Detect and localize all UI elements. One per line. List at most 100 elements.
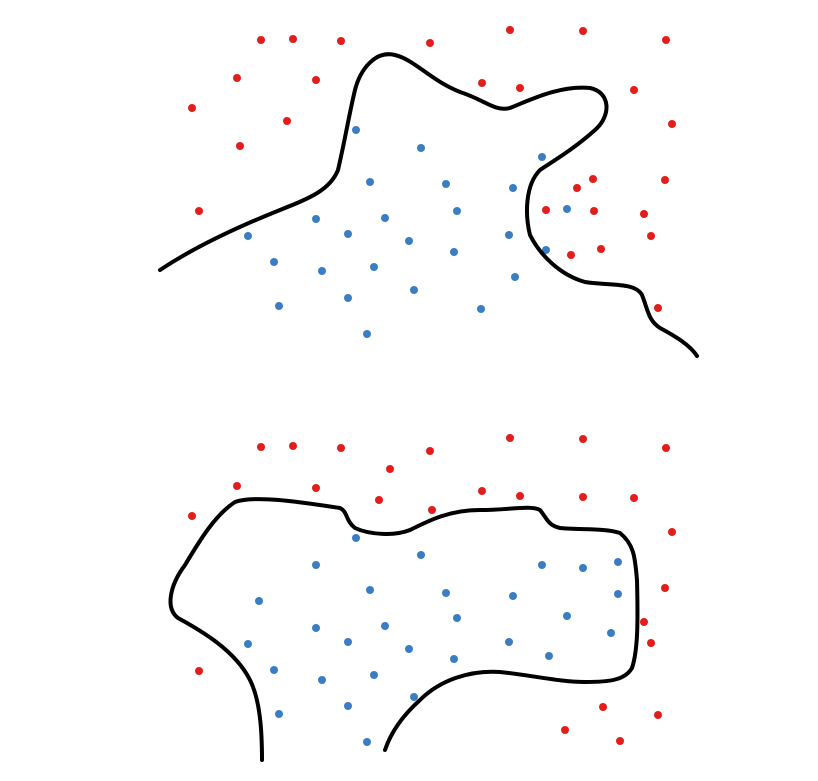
bottom-red-point bbox=[640, 618, 648, 626]
bottom-red-point bbox=[337, 444, 345, 452]
bottom-blue-point bbox=[344, 638, 352, 646]
bottom-blue-points bbox=[244, 534, 622, 746]
top-red-point bbox=[257, 36, 265, 44]
top-blue-point bbox=[405, 237, 413, 245]
bottom-red-point bbox=[579, 435, 587, 443]
top-blue-point bbox=[417, 144, 425, 152]
top-blue-point bbox=[453, 207, 461, 215]
bottom-blue-point bbox=[579, 564, 587, 572]
bottom-blue-point bbox=[352, 534, 360, 542]
top-blue-point bbox=[477, 305, 485, 313]
bottom-red-point bbox=[668, 528, 676, 536]
top-red-point bbox=[289, 35, 297, 43]
bottom-blue-point bbox=[614, 590, 622, 598]
bottom-red-point bbox=[506, 434, 514, 442]
bottom-blue-point bbox=[607, 629, 615, 637]
top-red-point bbox=[195, 207, 203, 215]
bottom-red-point bbox=[426, 447, 434, 455]
top-blue-point bbox=[344, 294, 352, 302]
bottom-red-point bbox=[647, 639, 655, 647]
bottom-red-point bbox=[630, 494, 638, 502]
bottom-blue-point bbox=[318, 676, 326, 684]
bottom-blue-point bbox=[453, 614, 461, 622]
bottom-blue-point bbox=[505, 638, 513, 646]
top-blue-point bbox=[318, 267, 326, 275]
top-blue-point bbox=[542, 246, 550, 254]
top-red-point bbox=[590, 207, 598, 215]
bottom-red-point bbox=[561, 726, 569, 734]
top-blue-point bbox=[505, 231, 513, 239]
bottom-red-point bbox=[654, 711, 662, 719]
bottom-blue-point bbox=[538, 561, 546, 569]
bottom-red-point bbox=[257, 443, 265, 451]
top-blue-point bbox=[275, 302, 283, 310]
top-blue-point bbox=[511, 273, 519, 281]
bottom-blue-point bbox=[417, 551, 425, 559]
bottom-blue-point bbox=[312, 561, 320, 569]
bottom-blue-point bbox=[442, 589, 450, 597]
bottom-blue-point bbox=[344, 702, 352, 710]
top-blue-point bbox=[352, 126, 360, 134]
top-red-point bbox=[337, 37, 345, 45]
bottom-blue-point bbox=[366, 586, 374, 594]
bottom-blue-point bbox=[450, 655, 458, 663]
bottom-blue-point bbox=[275, 710, 283, 718]
bottom-blue-point bbox=[563, 612, 571, 620]
bottom-blue-point bbox=[405, 645, 413, 653]
top-blue-point bbox=[363, 330, 371, 338]
top-red-point bbox=[668, 120, 676, 128]
bottom-red-point bbox=[195, 667, 203, 675]
top-blue-point bbox=[509, 184, 517, 192]
top-red-points bbox=[188, 26, 676, 312]
top-red-point bbox=[579, 27, 587, 35]
bottom-red-point bbox=[312, 484, 320, 492]
bottom-red-points bbox=[188, 434, 676, 745]
bottom-blue-point bbox=[410, 693, 418, 701]
top-decision-boundary bbox=[158, 52, 699, 358]
bottom-blue-point bbox=[312, 624, 320, 632]
top-red-point bbox=[654, 304, 662, 312]
bottom-red-point bbox=[478, 487, 486, 495]
top-red-point bbox=[236, 142, 244, 150]
bottom-red-point bbox=[599, 703, 607, 711]
top-red-point bbox=[283, 117, 291, 125]
top-blue-point bbox=[344, 230, 352, 238]
top-blue-point bbox=[442, 180, 450, 188]
bottom-blue-point bbox=[614, 558, 622, 566]
bottom-red-point bbox=[233, 482, 241, 490]
top-red-point bbox=[662, 36, 670, 44]
top-red-point bbox=[233, 74, 241, 82]
top-blue-point bbox=[370, 263, 378, 271]
top-red-point bbox=[516, 84, 524, 92]
top-red-point bbox=[478, 79, 486, 87]
bottom-red-point bbox=[579, 493, 587, 501]
top-blue-point bbox=[450, 248, 458, 256]
top-blue-point bbox=[312, 215, 320, 223]
bottom-blue-point bbox=[509, 592, 517, 600]
top-red-point bbox=[312, 76, 320, 84]
top-blue-point bbox=[381, 214, 389, 222]
bottom-blue-point bbox=[370, 671, 378, 679]
bottom-blue-point bbox=[255, 597, 263, 605]
bottom-red-point bbox=[428, 506, 436, 514]
bottom-panel bbox=[168, 434, 676, 762]
top-red-point bbox=[661, 176, 669, 184]
top-blue-point bbox=[270, 258, 278, 266]
bottom-decision-boundary bbox=[168, 497, 640, 762]
top-red-point bbox=[640, 210, 648, 218]
bottom-red-point bbox=[516, 492, 524, 500]
bottom-red-point bbox=[289, 442, 297, 450]
top-blue-point bbox=[244, 232, 252, 240]
top-red-point bbox=[589, 175, 597, 183]
bottom-red-point bbox=[662, 444, 670, 452]
top-blue-point bbox=[538, 153, 546, 161]
top-panel bbox=[158, 26, 699, 358]
bottom-blue-point bbox=[381, 622, 389, 630]
bottom-blue-point bbox=[363, 738, 371, 746]
bottom-red-point bbox=[386, 465, 394, 473]
bottom-blue-point bbox=[270, 666, 278, 674]
top-blue-point bbox=[563, 205, 571, 213]
top-red-point bbox=[597, 245, 605, 253]
bottom-red-point bbox=[616, 737, 624, 745]
